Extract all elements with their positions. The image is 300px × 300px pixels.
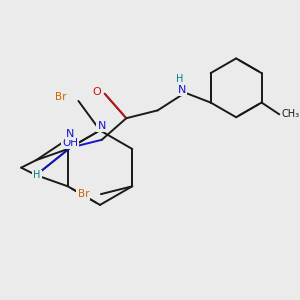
Text: N: N <box>178 85 186 95</box>
Text: Br: Br <box>55 92 67 102</box>
Text: CH₃: CH₃ <box>282 109 300 119</box>
Text: Br: Br <box>77 189 89 199</box>
Text: H: H <box>176 74 183 84</box>
Text: OH: OH <box>62 138 78 148</box>
Text: N: N <box>98 121 106 131</box>
Text: O: O <box>92 87 101 97</box>
Text: N: N <box>66 129 75 139</box>
Text: H: H <box>33 170 40 181</box>
